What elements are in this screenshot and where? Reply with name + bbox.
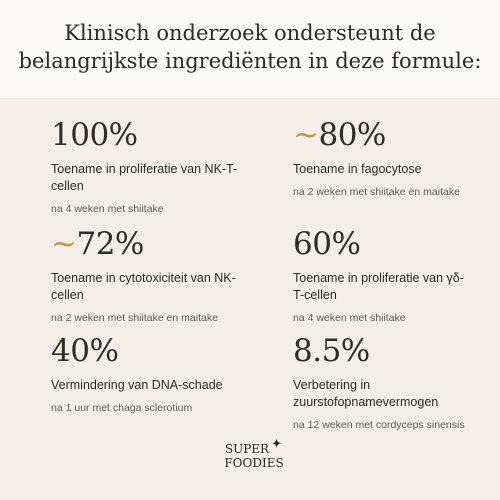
stat-value: 40%	[51, 333, 119, 369]
superfoodies-logo: SUPER FOODIES ✦	[216, 438, 284, 478]
logo-line-2: FOODIES	[224, 456, 284, 470]
page-title: Klinisch onderzoek ondersteunt de belang…	[0, 19, 500, 75]
stat-description: Toename in proliferatie van γδ-T-cellen	[293, 271, 464, 302]
stat-note: na 4 weken met shiitake	[293, 312, 406, 324]
title-line-1: Klinisch onderzoek ondersteunt de	[64, 21, 436, 45]
stat-dna-damage: 40% Vermindering van DNA-schade na 1 uur…	[51, 333, 241, 416]
stat-value: 100%	[51, 117, 138, 153]
stat-description: Toename in fagocytose	[293, 162, 422, 176]
title-line-2: belangrijkste ingrediënten in deze formu…	[18, 49, 482, 73]
stat-description: Toename in cytotoxiciteit van NK-cellen	[51, 271, 236, 302]
stat-oxygen-uptake: 8.5% Verbetering in zuurstofopnamevermog…	[293, 333, 473, 433]
stat-note: na 4 weken met shiitake	[51, 203, 164, 215]
stat-note: na 1 uur met chaga sclerotium	[51, 402, 193, 414]
stat-note: na 12 weken met cordyceps sinensis	[293, 419, 465, 431]
stat-value: 60%	[293, 226, 361, 262]
header-band: Klinisch onderzoek ondersteunt de belang…	[0, 0, 500, 98]
stat-value: ~80%	[293, 117, 386, 153]
stat-description: Toename in proliferatie van NK-T-cellen	[51, 162, 238, 193]
approx-tilde: ~	[293, 117, 319, 153]
stat-description: Verbetering in zuurstofopnamevermogen	[293, 378, 439, 409]
stat-note: na 2 weken met shiitake en maitake	[293, 186, 460, 198]
stat-note: na 2 weken met shiitake en maitake	[51, 312, 218, 324]
stat-value: 8.5%	[293, 333, 370, 369]
logo-line-1: SUPER	[224, 442, 270, 456]
stat-value: ~72%	[51, 226, 144, 262]
stat-nkt-proliferation: 100% Toename in proliferatie van NK-T-ce…	[51, 117, 241, 217]
sparkle-icon: ✦	[271, 437, 282, 452]
approx-tilde: ~	[51, 226, 77, 262]
stat-description: Vermindering van DNA-schade	[51, 378, 223, 392]
stat-phagocytosis: ~80% Toename in fagocytose na 2 weken me…	[293, 117, 473, 200]
stat-gd-t-proliferation: 60% Toename in proliferatie van γδ-T-cel…	[293, 226, 473, 326]
stat-nk-cytotoxicity: ~72% Toename in cytotoxiciteit van NK-ce…	[51, 226, 241, 326]
